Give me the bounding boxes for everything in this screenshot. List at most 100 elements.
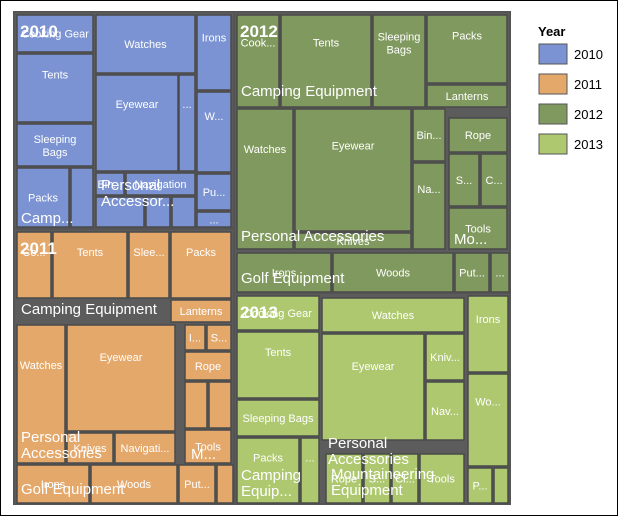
leaf-2011-woods-1[interactable]: [90, 464, 178, 504]
leaf-label: Sleeping Bags: [34, 134, 77, 159]
legend-label-2013: 2013: [574, 137, 603, 152]
group-label-mountaineering-equipment: Mountaineering Equipment: [331, 466, 434, 499]
leaf-label: Tents: [77, 247, 104, 259]
leaf-label: C...: [485, 175, 502, 187]
group-label-personal-accessories: Personal Accessories: [241, 228, 384, 245]
leaf-2011-watches-0[interactable]: [16, 324, 66, 464]
leaf-2010-navigation-4[interactable]: [125, 172, 196, 196]
leaf-2011-navigati-3[interactable]: [114, 432, 176, 464]
leaf-2011-i-0[interactable]: [184, 324, 206, 351]
leaf-2013-sleeping-bags-2[interactable]: [236, 399, 320, 437]
leaf-2011-blank-3[interactable]: [184, 381, 208, 429]
leaf-label: Eyewear: [100, 352, 143, 364]
leaf-2013-wo-1[interactable]: [467, 373, 509, 467]
leaf-2011-s-1[interactable]: [206, 324, 232, 351]
leaf-2012-eyewear-1[interactable]: [294, 108, 412, 232]
leaf-2013-eyewear-1[interactable]: [321, 333, 425, 441]
leaf-2010-w-1[interactable]: [196, 91, 232, 173]
leaf-label: Cook...: [241, 38, 276, 50]
leaf-2011-blank-3[interactable]: [216, 464, 234, 504]
leaf-label: Irons: [272, 268, 297, 280]
leaf-2011-tents-1[interactable]: [52, 231, 128, 299]
leaf-2012-s-1[interactable]: [448, 153, 480, 207]
leaf-2010-cooking-gear-0[interactable]: [16, 14, 94, 53]
leaf-2010-blank-2[interactable]: [178, 74, 196, 172]
leaf-2010-sleeping-bags-2[interactable]: [16, 123, 94, 167]
leaf-label: Watches: [372, 310, 415, 322]
leaf-2012-packs-3[interactable]: [426, 14, 508, 84]
leaf-2013-s-1[interactable]: [363, 453, 391, 504]
leaf-2013-blank-3[interactable]: [493, 467, 509, 504]
leaf-2010-blank-6[interactable]: [145, 196, 171, 228]
leaf-2012-rope-0[interactable]: [448, 117, 508, 153]
leaf-2010-watches-0[interactable]: [95, 14, 196, 74]
leaf-2012-c-2[interactable]: [480, 153, 508, 207]
leaf-label: Rope: [465, 130, 491, 142]
leaf-2013-watches-0[interactable]: [321, 297, 465, 333]
leaf-2010-blank-7[interactable]: [171, 196, 196, 228]
leaf-2013-nav-3[interactable]: [425, 381, 465, 441]
leaf-label: Tools: [465, 224, 491, 236]
leaf-label: Knives: [336, 236, 370, 248]
leaf-2011-packs-3[interactable]: [170, 231, 232, 299]
leaf-2012-woods-1[interactable]: [332, 252, 454, 293]
leaf-2010-blank-5[interactable]: [95, 196, 145, 228]
leaf-2011-rope-2[interactable]: [184, 351, 232, 381]
leaf-2012-lanterns-4[interactable]: [426, 84, 508, 108]
leaf-2011-lanterns-4[interactable]: [170, 299, 232, 323]
leaf-2011-irons-0[interactable]: [16, 464, 90, 504]
leaf-2010-packs-3[interactable]: [16, 167, 70, 228]
leaf-2010-eyewear-1[interactable]: [95, 74, 179, 172]
leaf-2013-irons-0[interactable]: [467, 295, 509, 373]
legend-label-2012: 2012: [574, 107, 603, 122]
leaf-label: Packs: [452, 30, 482, 42]
leaf-2012-irons-0[interactable]: [236, 252, 332, 293]
leaf-2012-bin-3[interactable]: [412, 108, 446, 162]
leaf-label: Cl...: [395, 474, 415, 486]
leaf-label: Eyewear: [332, 141, 375, 153]
leaf-label: Eyewear: [352, 361, 395, 373]
leaf-2012-knives-2[interactable]: [294, 232, 412, 250]
group-label-personal-accessories: Personal Accessories: [328, 435, 409, 468]
leaf-label: Packs: [28, 193, 58, 205]
leaf-2013-tools-3[interactable]: [419, 453, 465, 504]
leaf-2012-tools-3[interactable]: [448, 207, 508, 250]
leaf-2013-packs-3[interactable]: [236, 437, 300, 504]
leaf-2012-put-2[interactable]: [454, 252, 490, 293]
leaf-2012-tents-1[interactable]: [280, 14, 372, 108]
leaf-2010-tents-1[interactable]: [16, 53, 94, 123]
leaf-label: Rope: [195, 361, 221, 373]
leaf-label: ...: [209, 215, 218, 227]
leaf-2012-sleeping-bags-2[interactable]: [372, 14, 426, 108]
leaf-2013-cl-2[interactable]: [391, 453, 419, 504]
leaf-2010-blank-3[interactable]: [196, 211, 232, 228]
leaf-label: Watches: [20, 360, 63, 372]
leaf-2011-blank-4[interactable]: [208, 381, 232, 429]
leaf-2012-watches-0[interactable]: [236, 108, 294, 250]
leaf-label: I...: [189, 333, 201, 345]
leaf-2013-p-2[interactable]: [467, 467, 493, 504]
leaf-2011-put-2[interactable]: [178, 464, 216, 504]
leaf-2013-kniv-2[interactable]: [425, 333, 465, 381]
leaf-2010-irons-0[interactable]: [196, 14, 232, 91]
leaf-label: S...: [211, 333, 228, 345]
leaf-2012-cook-0[interactable]: [236, 14, 280, 108]
leaf-label: S...: [456, 175, 473, 187]
leaf-2010-blank-4[interactable]: [70, 167, 94, 228]
leaf-2013-rope-0[interactable]: [325, 453, 363, 504]
leaf-2011-eyewear-1[interactable]: [66, 324, 176, 432]
leaf-2011-slee-2[interactable]: [128, 231, 170, 299]
leaf-2010-pu-2[interactable]: [196, 173, 232, 211]
leaf-2013-blank-4[interactable]: [300, 437, 320, 504]
leaf-2012-blank-3[interactable]: [490, 252, 510, 293]
leaf-2010-bin-3[interactable]: [95, 172, 125, 196]
leaf-2012-na-4[interactable]: [412, 162, 446, 250]
leaf-label: Tents: [313, 38, 340, 50]
leaf-2011-tools-5[interactable]: [184, 429, 232, 464]
leaf-label: Sleeping Bags: [378, 32, 421, 57]
leaf-2013-tents-1[interactable]: [236, 331, 320, 399]
leaf-2011-knives-2[interactable]: [66, 432, 114, 464]
leaf-2011-co-0[interactable]: [16, 231, 52, 299]
leaf-label: Kniv...: [430, 352, 460, 364]
leaf-2013-cooking-gear-0[interactable]: [236, 295, 320, 331]
